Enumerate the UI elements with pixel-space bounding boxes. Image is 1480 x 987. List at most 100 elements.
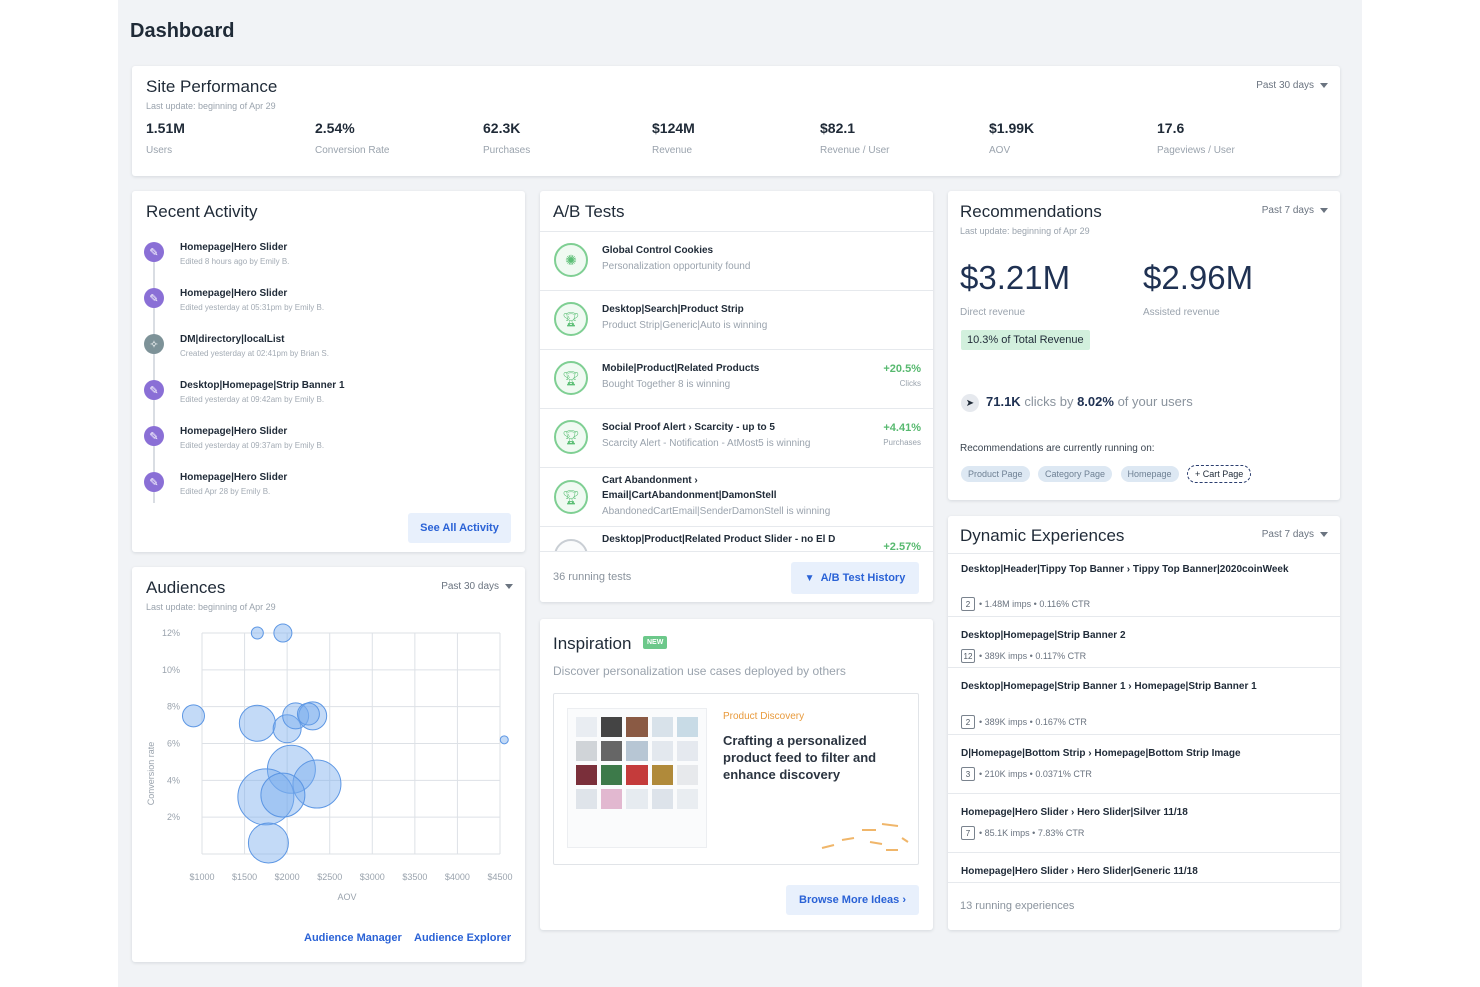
product-grid-thumbnail bbox=[567, 708, 707, 848]
clicks-tail-text: of your users bbox=[1117, 394, 1193, 409]
audience-bubble[interactable] bbox=[282, 702, 310, 730]
page-pill-category[interactable]: Category Page bbox=[1038, 466, 1113, 482]
recent-activity-card: Recent Activity ✎ Homepage|Hero Slider Edi… bbox=[132, 191, 525, 552]
experience-row[interactable]: Desktop|Homepage|Strip Banner 1 › Homepa… bbox=[948, 667, 1340, 734]
y-tick-label: 12% bbox=[162, 628, 180, 638]
lift-metric: Clicks bbox=[899, 379, 921, 388]
metric-revenue-per-user: $82.1 Revenue / User bbox=[820, 120, 889, 156]
ab-test-lift: +20.5% Clicks bbox=[883, 363, 921, 388]
ab-test-title-line2: Email|CartAbandonment|DamonStell bbox=[602, 490, 777, 501]
activity-timeline-line bbox=[153, 253, 155, 503]
dynamic-experiences-title: Dynamic Experiences bbox=[960, 526, 1125, 545]
x-tick-label: $4000 bbox=[445, 872, 470, 882]
experience-row[interactable]: Desktop|Homepage|Strip Banner 2 12 • 389K… bbox=[948, 616, 1340, 667]
experience-meta: 3 • 210K imps • 0.0371% CTR bbox=[961, 767, 1092, 781]
experience-stats: • 210K imps • 0.0371% CTR bbox=[979, 769, 1092, 779]
x-tick-label: $1500 bbox=[232, 872, 257, 882]
audience-bubble[interactable] bbox=[238, 704, 276, 742]
ab-test-title: Global Control Cookies bbox=[602, 245, 714, 256]
experience-row[interactable]: Homepage|Hero Slider › Hero Slider|Silve… bbox=[948, 793, 1340, 852]
audience-bubble[interactable] bbox=[250, 626, 264, 640]
audience-bubble[interactable] bbox=[273, 623, 293, 643]
ab-test-row[interactable]: 🏆︎ Desktop|Search|Product Strip Product … bbox=[540, 290, 933, 349]
recent-activity-title: Recent Activity bbox=[146, 202, 258, 221]
lift-value: +4.41% bbox=[883, 422, 921, 434]
browse-more-ideas-button[interactable]: Browse More Ideas › bbox=[786, 885, 919, 915]
metric-label: Conversion Rate bbox=[315, 145, 390, 156]
page-pill-homepage[interactable]: Homepage bbox=[1120, 466, 1179, 482]
ab-test-row[interactable]: 🏆︎ Mobile|Product|Related Products Bough… bbox=[540, 349, 933, 408]
lift-metric: Purchases bbox=[883, 438, 921, 447]
audience-manager-link[interactable]: Audience Manager bbox=[304, 932, 402, 944]
site-performance-range-dropdown[interactable]: Past 30 days bbox=[1256, 80, 1328, 91]
experience-meta: 2 • 389K imps • 0.167% CTR bbox=[961, 715, 1087, 729]
recommendations-card: Recommendations Last update: beginning o… bbox=[948, 191, 1340, 500]
ab-test-row[interactable]: 🏆︎ Social Proof Alert › Scarcity - up to… bbox=[540, 408, 933, 467]
x-tick-label: $3000 bbox=[360, 872, 385, 882]
ab-test-row[interactable]: 🏆︎ Cart Abandonment › Email|CartAbandonm… bbox=[540, 467, 933, 526]
ab-test-title: Cart Abandonment › bbox=[602, 475, 698, 486]
assisted-revenue-value: $2.96M bbox=[1143, 259, 1254, 296]
audience-bubble[interactable] bbox=[296, 702, 320, 726]
clicks-value: 71.1K bbox=[986, 394, 1021, 409]
dynamic-experiences-card: Dynamic Experiences Past 7 days Desktop|… bbox=[948, 516, 1340, 930]
metric-label: AOV bbox=[989, 145, 1011, 156]
ab-test-history-label: A/B Test History bbox=[820, 572, 906, 584]
recommendations-range-dropdown[interactable]: Past 7 days bbox=[1262, 205, 1328, 216]
clicks-summary: 71.1K clicks by 8.02% of your users bbox=[986, 394, 1193, 409]
clicks-mid-text: clicks by bbox=[1024, 394, 1074, 409]
filter-icon: ▼ bbox=[804, 572, 815, 584]
recommendations-last-update: Last update: beginning of Apr 29 bbox=[960, 226, 1090, 236]
x-tick-label: $1000 bbox=[189, 872, 214, 882]
metric-users: 1.51M Users bbox=[146, 120, 185, 156]
trophy-icon: 🏆︎ bbox=[554, 480, 588, 514]
ab-test-status: Bought Together 8 is winning bbox=[602, 379, 731, 390]
experience-stats: • 389K imps • 0.117% CTR bbox=[979, 651, 1087, 661]
audiences-card: Audiences Last update: beginning of Apr … bbox=[132, 567, 525, 962]
x-axis-label: AOV bbox=[337, 892, 356, 902]
audience-bubble[interactable] bbox=[237, 768, 295, 826]
ab-test-history-button[interactable]: ▼ A/B Test History bbox=[791, 562, 919, 594]
metric-label: Revenue / User bbox=[820, 145, 890, 156]
experience-stats: • 1.48M imps • 0.116% CTR bbox=[979, 599, 1091, 609]
ab-test-lift: +4.41% Purchases bbox=[883, 422, 921, 447]
direct-revenue-label: Direct revenue bbox=[960, 307, 1026, 318]
experience-row[interactable]: D|Homepage|Bottom Strip › Homepage|Botto… bbox=[948, 734, 1340, 793]
audience-bubble[interactable] bbox=[298, 701, 328, 731]
audience-bubble[interactable] bbox=[260, 772, 306, 818]
ab-test-row[interactable]: Desktop|Product|Related Product Slider -… bbox=[540, 526, 933, 552]
audience-bubble[interactable] bbox=[272, 714, 302, 744]
inspiration-subtitle: Discover personalization use cases deplo… bbox=[553, 664, 846, 678]
chevron-down-icon bbox=[505, 584, 513, 589]
ab-test-title: Desktop|Product|Related Product Slider -… bbox=[602, 534, 836, 545]
running-experiences-count: 13 running experiences bbox=[960, 900, 1075, 912]
metric-value: 17.6 bbox=[1157, 120, 1185, 136]
experience-row[interactable]: Desktop|Header|Tippy Top Banner › Tippy … bbox=[948, 553, 1340, 616]
lift-value: +2.57% bbox=[883, 541, 921, 552]
brain-icon: ✺ bbox=[554, 243, 588, 277]
metric-pageviews-per-user: 17.6 Pageviews / User bbox=[1157, 120, 1235, 156]
experience-stats: • 389K imps • 0.167% CTR bbox=[979, 717, 1087, 727]
audience-bubble[interactable] bbox=[499, 735, 509, 745]
dynamic-experiences-range-dropdown[interactable]: Past 7 days bbox=[1262, 529, 1328, 540]
inspiration-card: Inspiration NEW Discover personalization… bbox=[540, 619, 933, 930]
metric-revenue: $124M Revenue bbox=[652, 120, 695, 156]
ab-test-status: Personalization opportunity found bbox=[602, 261, 751, 272]
ab-test-row[interactable]: ✺ Global Control Cookies Personalization… bbox=[540, 231, 933, 290]
ab-tests-footer: 36 running tests ▼ A/B Test History bbox=[540, 551, 933, 602]
cursor-click-icon: ➤ bbox=[961, 394, 979, 412]
experience-row[interactable]: Homepage|Hero Slider › Hero Slider|Gener… bbox=[948, 852, 1340, 882]
inspiration-use-case-card[interactable]: Product Discovery Crafting a personalize… bbox=[553, 693, 919, 865]
metric-aov: $1.99K AOV bbox=[989, 120, 1034, 156]
add-cart-page-button[interactable]: + Cart Page bbox=[1186, 465, 1252, 483]
variation-count: 2 bbox=[961, 597, 975, 611]
audience-bubble[interactable] bbox=[247, 822, 289, 864]
metric-value: 1.51M bbox=[146, 120, 185, 136]
audience-explorer-link[interactable]: Audience Explorer bbox=[414, 932, 512, 944]
pencil-icon: ✎ bbox=[144, 242, 164, 262]
ab-test-title: Social Proof Alert › Scarcity - up to 5 bbox=[602, 422, 775, 433]
audience-bubble[interactable] bbox=[181, 704, 205, 728]
audiences-range-dropdown[interactable]: Past 30 days bbox=[441, 581, 513, 592]
page-pill-product[interactable]: Product Page bbox=[961, 466, 1030, 482]
see-all-activity-button[interactable]: See All Activity bbox=[408, 513, 511, 543]
